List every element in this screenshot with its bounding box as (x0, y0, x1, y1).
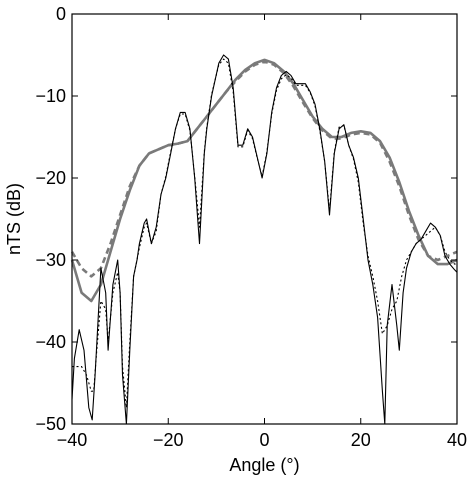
x-tick-label: −20 (153, 430, 184, 450)
series-line-1 (70, 58, 458, 303)
y-tick-label: −10 (35, 86, 66, 106)
tick-layer: −40 −20 0 20 40−50−40−30−20−100 (35, 4, 467, 450)
x-tick-label: 20 (351, 430, 371, 450)
x-tick-label: −40 (57, 430, 88, 450)
series-line-4 (72, 58, 457, 409)
y-tick-label: 0 (56, 4, 66, 24)
y-tick-label: −50 (35, 414, 66, 434)
series-line-2 (70, 60, 458, 278)
series-layer (70, 54, 458, 425)
y-axis-title: nTS (dB) (4, 183, 24, 255)
series-line-3 (71, 54, 458, 425)
x-tick-label: 40 (447, 430, 467, 450)
y-tick-label: −40 (35, 332, 66, 352)
x-tick-label: 0 (259, 430, 269, 450)
x-axis-title: Angle (°) (229, 455, 299, 475)
y-tick-label: −20 (35, 168, 66, 188)
y-tick-label: −30 (35, 250, 66, 270)
